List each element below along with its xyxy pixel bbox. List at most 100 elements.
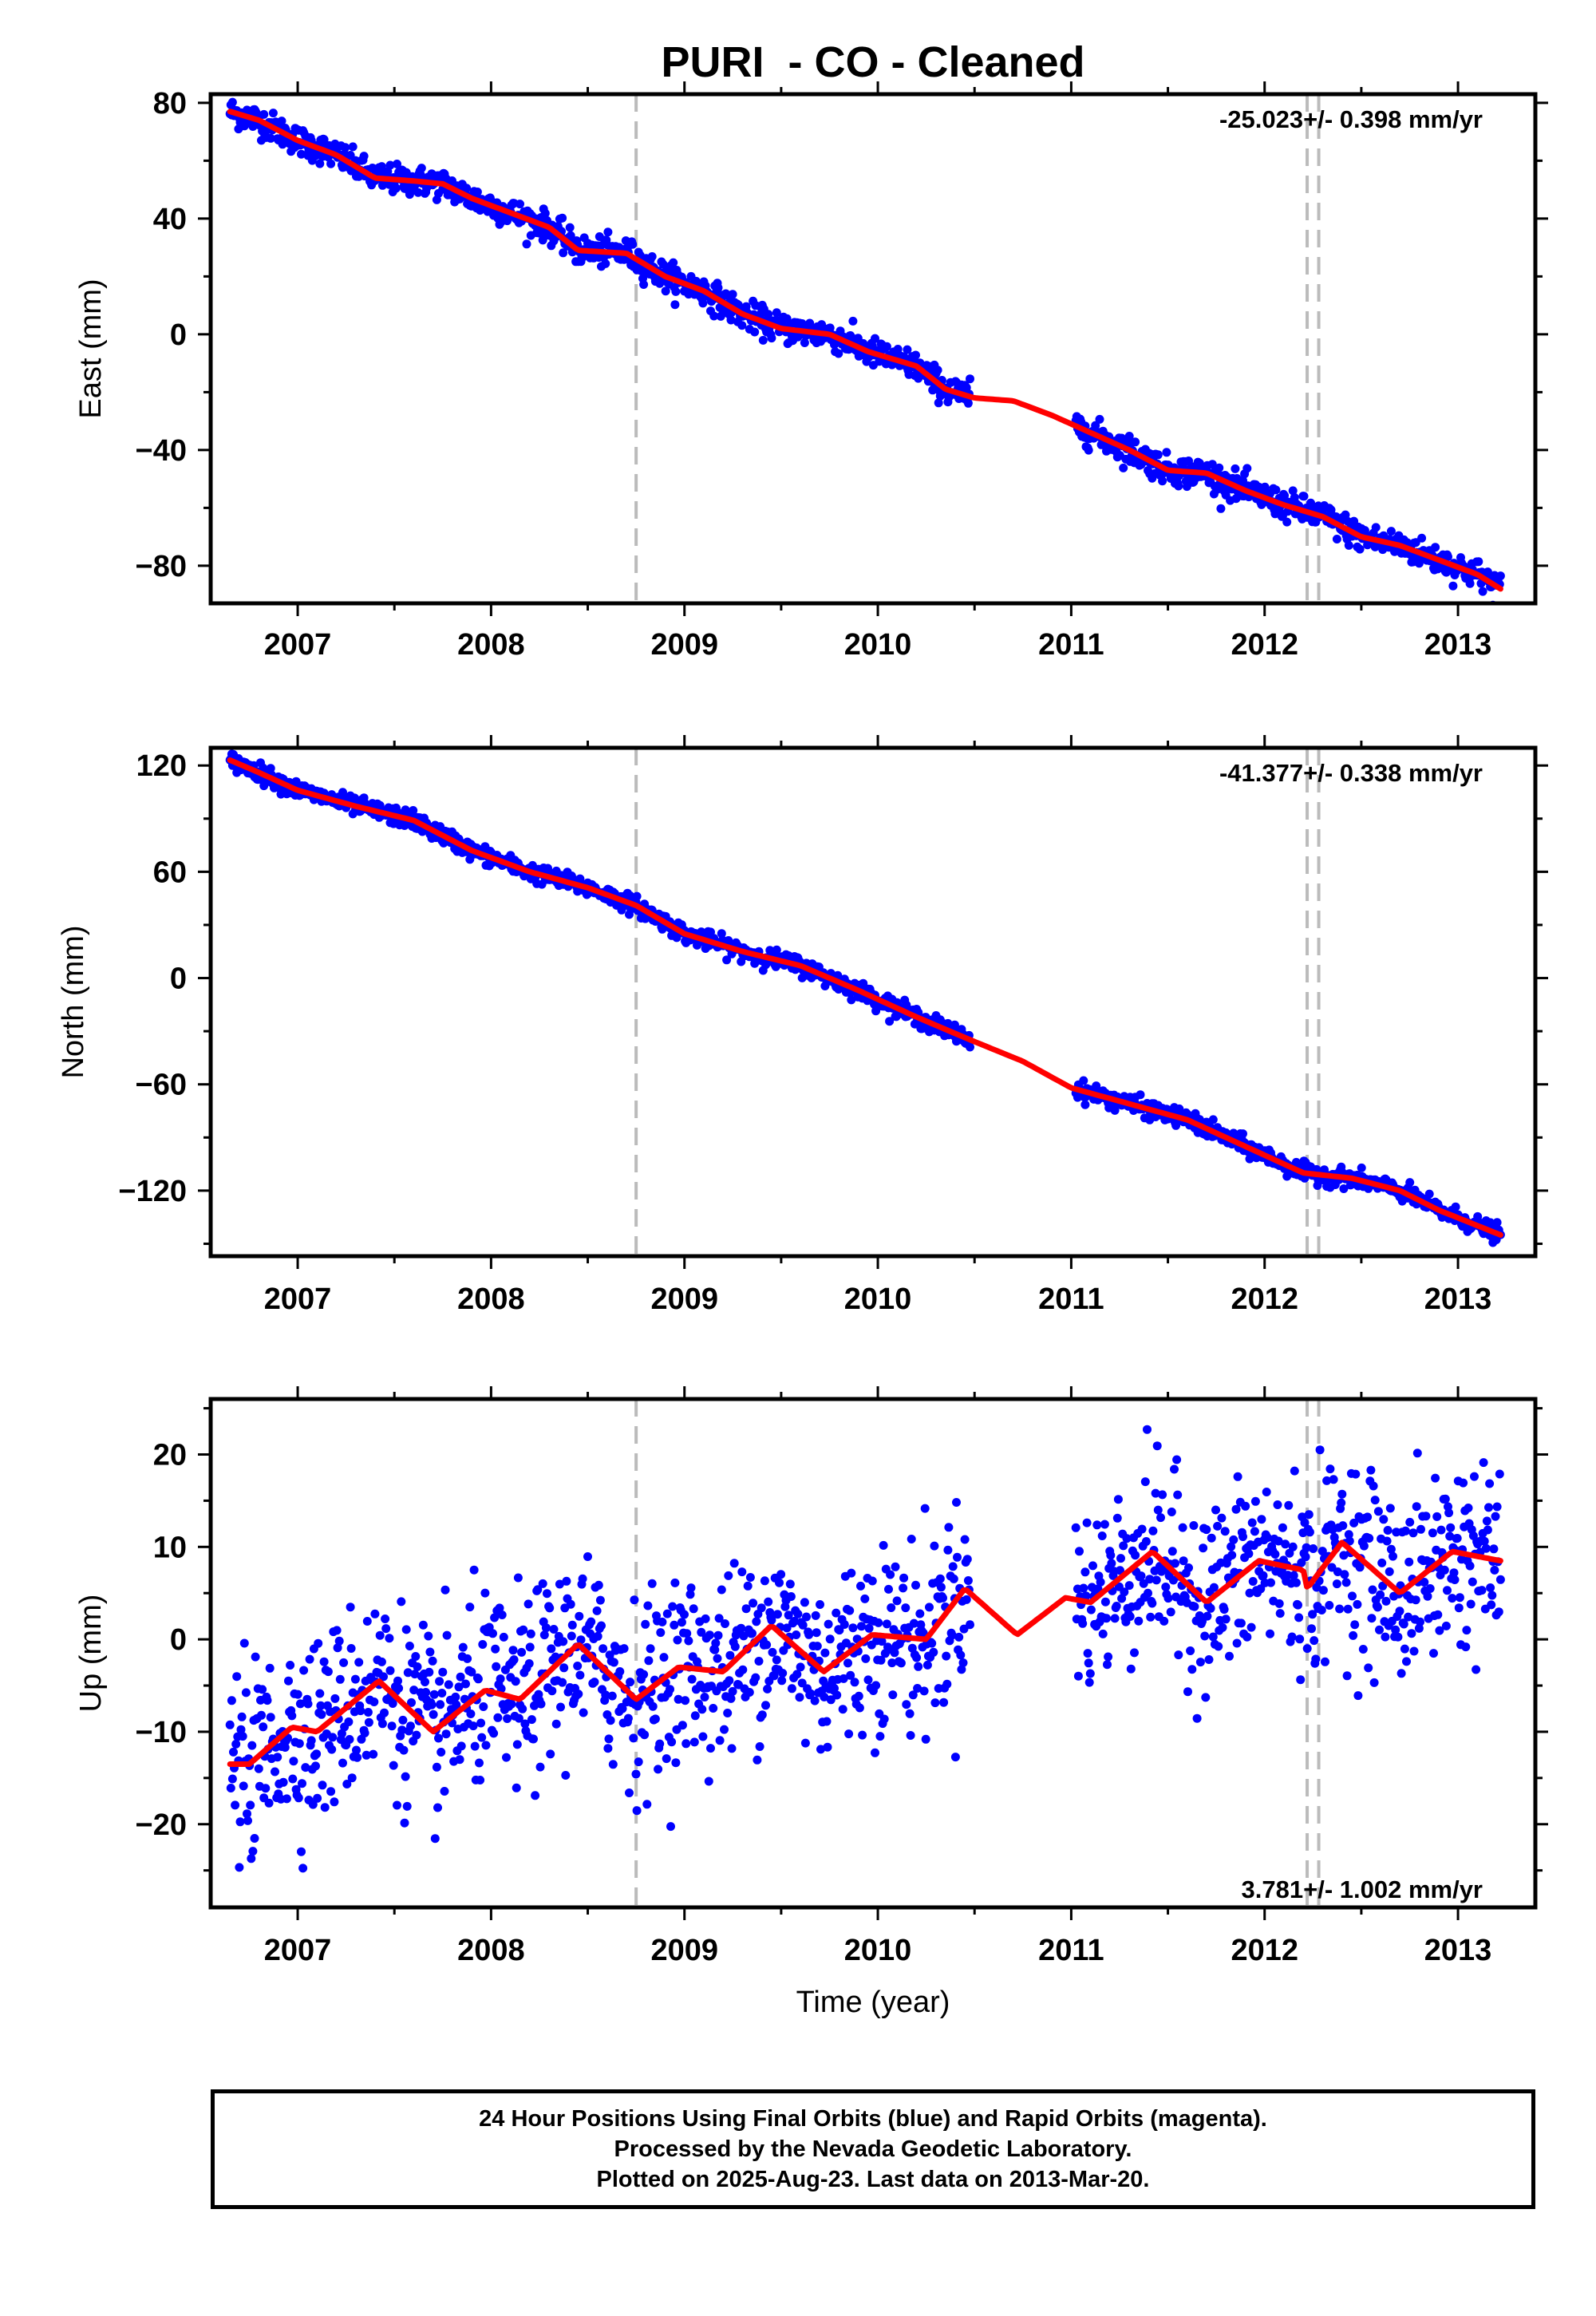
data-point: [927, 1638, 937, 1648]
data-point: [352, 1745, 361, 1755]
data-point: [764, 1597, 773, 1607]
data-point: [273, 1753, 282, 1762]
data-point: [1322, 1476, 1332, 1485]
data-point: [503, 1714, 512, 1723]
data-point: [526, 1629, 535, 1638]
data-point: [1468, 1577, 1477, 1587]
data-point: [346, 1603, 355, 1612]
data-point: [1332, 1579, 1341, 1589]
data-point: [595, 1595, 605, 1605]
data-point: [830, 1684, 839, 1693]
data-point: [726, 1694, 736, 1703]
data-point: [299, 1666, 309, 1675]
rate-label-north: -41.377+/- 0.338 mm/yr: [1219, 759, 1483, 787]
data-point: [294, 1793, 303, 1803]
data-point: [539, 1630, 549, 1640]
data-point: [1122, 1534, 1132, 1543]
data-point: [1451, 1202, 1460, 1211]
data-point: [239, 1638, 249, 1648]
data-point: [1244, 1549, 1254, 1559]
data-point: [469, 1565, 479, 1575]
data-point: [1444, 552, 1452, 562]
data-point: [1386, 527, 1396, 536]
data-point: [566, 231, 575, 240]
data-point: [425, 1647, 435, 1657]
data-point: [1262, 1488, 1271, 1496]
data-point: [397, 1597, 406, 1607]
data-point: [401, 1772, 410, 1781]
data-point: [590, 1678, 599, 1687]
data-point: [1281, 1539, 1290, 1549]
data-point: [407, 1697, 416, 1707]
data-point: [867, 1576, 877, 1586]
data-point: [1407, 1629, 1416, 1638]
data-point: [1444, 1508, 1454, 1518]
data-point: [1448, 1594, 1457, 1603]
data-point: [713, 1654, 722, 1663]
data-point: [1404, 1612, 1413, 1622]
data-point: [1211, 1505, 1220, 1515]
data-point: [859, 978, 868, 988]
data-point: [545, 1603, 555, 1613]
data-point: [871, 1748, 879, 1757]
data-point: [1275, 1609, 1285, 1618]
data-point: [1156, 1513, 1165, 1523]
data-point: [1294, 1600, 1302, 1610]
data-point: [566, 1599, 575, 1609]
data-point: [1246, 1622, 1256, 1632]
data-point: [556, 1702, 565, 1712]
data-point: [1391, 1625, 1400, 1634]
data-point: [502, 1753, 511, 1762]
data-point: [717, 929, 726, 939]
data-point: [710, 1645, 720, 1654]
panel-north: 2007 2008 2009 2010 2011 2012 2013 120 60 0 −60 −12…: [57, 735, 1548, 1316]
data-point: [850, 1678, 859, 1687]
data-point: [686, 1583, 696, 1593]
data-point: [724, 1571, 733, 1580]
data-point: [377, 1719, 387, 1729]
data-point: [1242, 464, 1252, 473]
data-point: [1082, 1518, 1092, 1528]
y-tick-label: −40: [136, 434, 187, 468]
data-point: [225, 1720, 235, 1729]
data-point: [535, 1762, 545, 1772]
data-point: [646, 1644, 655, 1654]
data-point: [1195, 1658, 1205, 1667]
data-point: [700, 1693, 709, 1701]
data-point: [886, 1570, 895, 1579]
data-point: [1148, 1526, 1158, 1535]
data-point: [237, 1712, 247, 1721]
data-point: [513, 1573, 523, 1583]
data-point: [1247, 1518, 1257, 1528]
chart-title: PURI - CO - Cleaned: [661, 38, 1084, 86]
data-point: [518, 1704, 527, 1713]
data-point: [1359, 1541, 1369, 1551]
data-point: [787, 1684, 796, 1694]
data-point: [348, 142, 358, 152]
data-point: [767, 1615, 776, 1625]
data-point: [1491, 1512, 1500, 1521]
data-point: [1291, 1578, 1301, 1587]
data-point: [496, 1684, 506, 1694]
data-point: [949, 1574, 958, 1583]
data-point: [1351, 1469, 1361, 1479]
data-point: [1466, 1599, 1476, 1609]
data-point: [835, 1626, 844, 1635]
x-tick-label: 2007: [264, 628, 332, 662]
data-point: [470, 1741, 480, 1751]
data-point: [318, 1780, 327, 1790]
data-point: [655, 1739, 665, 1749]
data-point: [1368, 1585, 1377, 1595]
data-point: [1217, 1513, 1227, 1523]
data-point: [1284, 1500, 1294, 1510]
data-point: [1184, 1563, 1193, 1572]
data-point: [785, 1579, 795, 1589]
data-point: [800, 338, 809, 347]
data-point: [1106, 1551, 1116, 1560]
data-point: [1479, 1458, 1488, 1468]
data-point: [1166, 1607, 1175, 1617]
data-point: [1227, 1542, 1236, 1551]
plot-frame-east: [208, 92, 1538, 606]
data-point: [1425, 1584, 1435, 1593]
data-point: [481, 1741, 491, 1750]
